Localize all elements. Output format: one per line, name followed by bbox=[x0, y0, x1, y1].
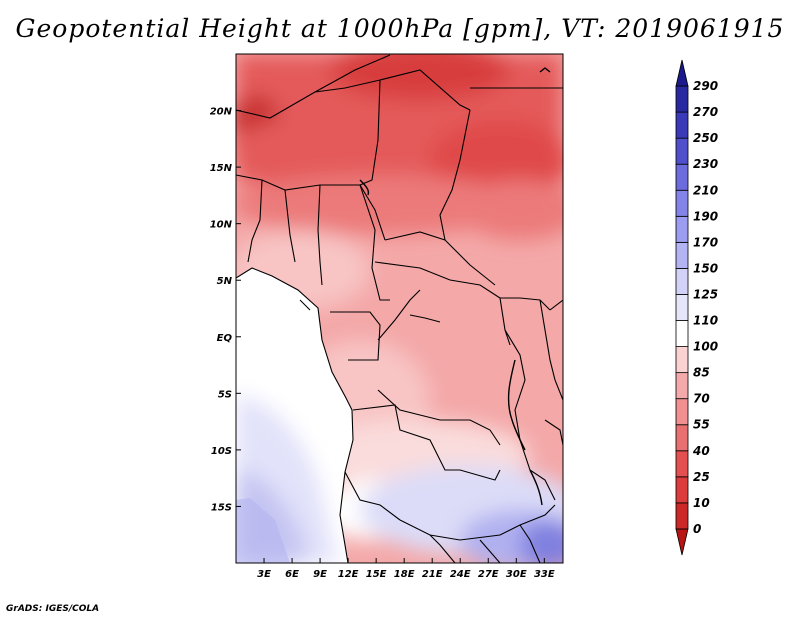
lon-tick-label: 21E bbox=[422, 569, 443, 580]
country-borders bbox=[236, 54, 563, 563]
colorbar-label: 10 bbox=[693, 496, 710, 510]
colorbar-label: 40 bbox=[692, 444, 710, 458]
lon-tick-label: 9E bbox=[313, 569, 327, 580]
colorbar-swatch bbox=[675, 450, 689, 478]
colorbar-swatch bbox=[675, 268, 689, 295]
lon-tick-label: 3E bbox=[257, 569, 271, 580]
latitude-axis: 20N 15N 10N 5N EQ 5S 10S 15S bbox=[210, 107, 241, 513]
colorbar-swatch bbox=[675, 502, 689, 530]
lat-tick-label: 5S bbox=[218, 389, 232, 400]
lat-tick-label: 15S bbox=[211, 502, 232, 513]
colorbar-label: 25 bbox=[693, 470, 710, 484]
lat-tick-label: 20N bbox=[210, 107, 233, 118]
lon-tick-label: 33E bbox=[534, 569, 555, 580]
colorbar-swatch bbox=[675, 294, 689, 321]
colorbar-swatch bbox=[675, 241, 689, 269]
lat-tick-label: 10S bbox=[211, 446, 232, 457]
colorbar-label: 250 bbox=[693, 131, 718, 145]
colorbar-label: 85 bbox=[693, 366, 710, 380]
colorbar-label: 110 bbox=[693, 314, 718, 328]
lon-tick-label: 6E bbox=[285, 569, 299, 580]
colorbar-swatch bbox=[675, 372, 689, 400]
colorbar-swatch bbox=[675, 320, 689, 347]
colorbar-label: 0 bbox=[693, 522, 701, 536]
map-frame bbox=[235, 53, 564, 564]
colorbar-swatch bbox=[675, 215, 689, 243]
lat-tick-label: 5N bbox=[217, 276, 233, 287]
lat-tick-label: 10N bbox=[210, 220, 233, 231]
height-field bbox=[236, 54, 563, 563]
colorbar-label: 100 bbox=[693, 340, 718, 354]
lon-tick-label: 12E bbox=[338, 569, 359, 580]
colorbar-swatch bbox=[675, 163, 689, 191]
colorbar-swatch bbox=[675, 59, 689, 87]
colorbar-swatch bbox=[675, 111, 689, 139]
lat-tick-label: 15N bbox=[210, 163, 233, 174]
colorbar-swatch bbox=[675, 424, 689, 452]
colorbar-label: 55 bbox=[693, 418, 710, 432]
colorbar-label: 230 bbox=[693, 157, 718, 171]
colorbar-swatch bbox=[675, 85, 689, 113]
lon-tick-label: 15E bbox=[366, 569, 387, 580]
colorbar-swatch bbox=[675, 189, 689, 217]
map-title: Geopotential Height at 1000hPa [gpm], VT… bbox=[15, 14, 785, 43]
colorbar-swatch bbox=[675, 346, 689, 374]
colorbar-swatch bbox=[675, 476, 689, 504]
colorbar-label: 70 bbox=[693, 392, 710, 406]
lon-tick-label: 24E bbox=[450, 569, 471, 580]
lon-tick-label: 30E bbox=[506, 569, 527, 580]
colorbar-swatch bbox=[675, 398, 689, 426]
colorbar-label: 150 bbox=[693, 261, 718, 275]
colorbar-label: 210 bbox=[693, 183, 718, 197]
lat-tick-label: EQ bbox=[217, 333, 233, 344]
grads-credit: GrADS: IGES/COLA bbox=[6, 604, 100, 614]
colorbar-label: 125 bbox=[693, 287, 718, 301]
lon-tick-label: 27E bbox=[478, 569, 499, 580]
longitude-axis: 3E 6E 9E 12E 15E 18E 21E 24E 27E 30E 33E bbox=[257, 558, 555, 580]
colorbar-label: 290 bbox=[693, 79, 718, 93]
colorbar-label: 190 bbox=[693, 209, 718, 223]
colorbar-swatch bbox=[675, 137, 689, 165]
colorbar-swatch bbox=[675, 528, 689, 556]
lon-tick-label: 18E bbox=[394, 569, 415, 580]
colorbar-label: 170 bbox=[693, 235, 718, 249]
colorbar-label: 270 bbox=[693, 105, 718, 119]
